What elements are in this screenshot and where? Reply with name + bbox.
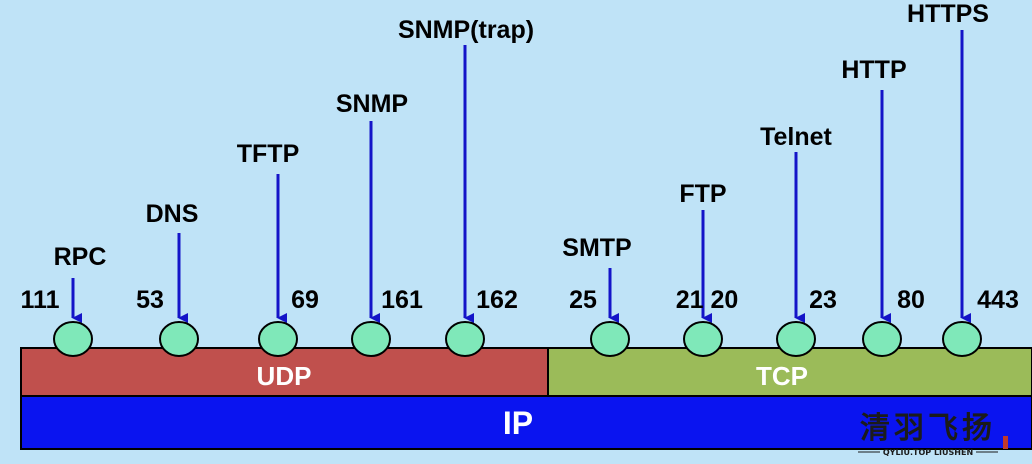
- tftp-port-circle: [258, 321, 298, 357]
- watermark-subtitle: QYLIU.TOP LIUSHEN: [883, 448, 973, 457]
- service-https: HTTPS 443: [907, 0, 1019, 357]
- watermark-seal: [1003, 436, 1008, 449]
- udp-label: UDP: [257, 361, 312, 391]
- dns-port-number: 53: [136, 286, 164, 314]
- http-protocol-label: HTTP: [841, 56, 906, 84]
- service-http: HTTP 80: [841, 56, 925, 357]
- http-port-number: 80: [897, 286, 925, 314]
- telnet-port-circle: [776, 321, 816, 357]
- watermark-title: 清羽飞扬: [860, 411, 996, 446]
- snmp-trap-port-circle: [445, 321, 485, 357]
- service-snmp: SNMP 161: [336, 90, 423, 357]
- service-telnet: Telnet 23: [760, 123, 837, 357]
- tftp-port-number: 69: [291, 286, 319, 314]
- snmp-port-circle: [351, 321, 391, 357]
- https-protocol-label: HTTPS: [907, 0, 989, 28]
- http-port-circle: [862, 321, 902, 357]
- dns-protocol-label: DNS: [146, 200, 199, 228]
- snmp-trap-port-number: 162: [476, 286, 518, 314]
- service-rpc: RPC 111: [21, 243, 107, 357]
- ip-layer: [20, 395, 1032, 450]
- smtp-protocol-label: SMTP: [562, 234, 631, 262]
- snmp-protocol-label: SNMP: [336, 90, 408, 118]
- rpc-port-circle: [53, 321, 93, 357]
- telnet-port-number: 23: [809, 286, 837, 314]
- smtp-port-number: 25: [569, 286, 597, 314]
- service-snmp-trap: SNMP(trap) 162: [398, 16, 534, 357]
- ftp-port-circle: [683, 321, 723, 357]
- rpc-port-number: 111: [21, 286, 60, 314]
- snmp-port-number: 161: [381, 286, 423, 314]
- dns-port-circle: [159, 321, 199, 357]
- service-dns: DNS 53: [136, 200, 199, 357]
- service-ftp: FTP 21 20: [676, 180, 739, 357]
- tcp-label: TCP: [756, 361, 808, 391]
- service-tftp: TFTP 69: [237, 140, 319, 357]
- https-port-number: 443: [977, 286, 1019, 314]
- telnet-protocol-label: Telnet: [760, 123, 832, 151]
- tftp-protocol-label: TFTP: [237, 140, 300, 168]
- ip-label: IP: [503, 405, 533, 441]
- smtp-port-circle: [590, 321, 630, 357]
- watermark: 清羽飞扬 QYLIU.TOP LIUSHEN: [858, 411, 1008, 457]
- rpc-protocol-label: RPC: [54, 243, 107, 271]
- service-smtp: SMTP 25: [562, 234, 632, 357]
- https-port-circle: [942, 321, 982, 357]
- ftp-port-number: 21 20: [676, 286, 739, 314]
- snmp-trap-protocol-label: SNMP(trap): [398, 16, 534, 44]
- port-markers: RPC 111 DNS 53 TFTP 69 SNMP 161 SNMP(trap) 162 SMT…: [21, 0, 1019, 357]
- ftp-protocol-label: FTP: [679, 180, 726, 208]
